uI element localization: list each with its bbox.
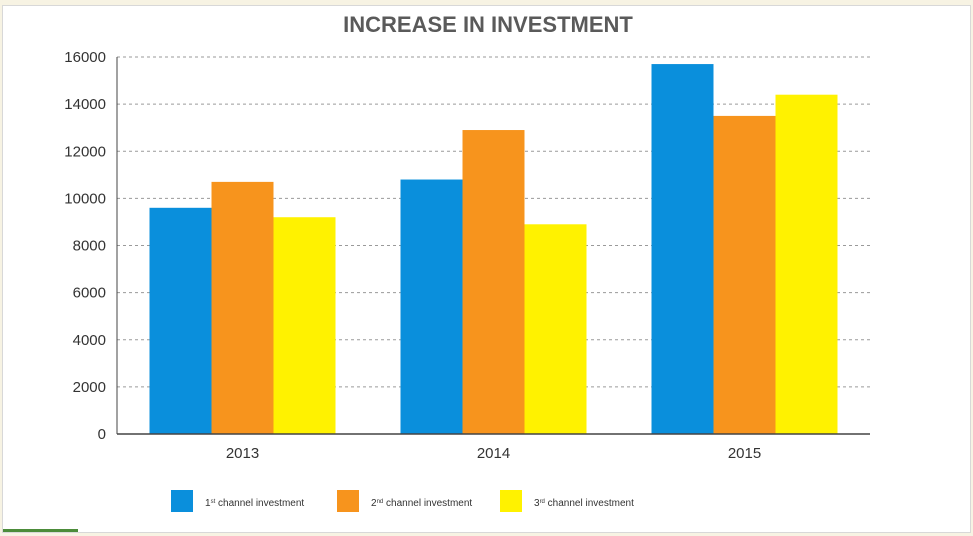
x-tick-label: 2015 bbox=[728, 445, 761, 462]
bar-2015-series-3 bbox=[775, 94, 838, 434]
y-tick-label: 4000 bbox=[73, 332, 106, 349]
corner-accent bbox=[3, 529, 78, 532]
legend-label: 1st channel investment bbox=[205, 498, 304, 509]
x-axis-labels: 2013 2014 2015 bbox=[226, 445, 761, 462]
y-tick-label: 16000 bbox=[64, 49, 106, 66]
y-tick-label: 0 bbox=[98, 426, 106, 443]
legend-swatch bbox=[171, 490, 193, 512]
y-tick-label: 2000 bbox=[73, 379, 106, 396]
chart-title: INCREASE IN INVESTMENT bbox=[343, 12, 633, 37]
y-axis-ticks: 0 2000 4000 6000 8000 10000 12000 14000 16000 bbox=[64, 49, 106, 443]
legend: 1st channel investment 2nd channel invest… bbox=[171, 490, 634, 512]
x-tick-label: 2013 bbox=[226, 445, 259, 462]
bar-2013-series-2 bbox=[211, 181, 274, 434]
legend-swatch bbox=[337, 490, 359, 512]
y-tick-label: 8000 bbox=[73, 238, 106, 255]
bar-2014-series-1 bbox=[400, 179, 463, 434]
y-tick-label: 12000 bbox=[64, 143, 106, 160]
bar-2014-series-2 bbox=[462, 130, 525, 434]
legend-label: 2nd channel investment bbox=[371, 498, 472, 509]
bars bbox=[149, 64, 838, 434]
bar-2013-series-3 bbox=[273, 217, 336, 434]
bar-2013-series-1 bbox=[149, 207, 212, 434]
legend-swatch bbox=[500, 490, 522, 512]
bar-2014-series-3 bbox=[524, 224, 587, 434]
y-tick-label: 14000 bbox=[64, 96, 106, 113]
legend-label: 3rd channel investment bbox=[534, 498, 634, 509]
bar-2015-series-2 bbox=[713, 115, 776, 434]
y-tick-label: 10000 bbox=[64, 190, 106, 207]
bar-2015-series-1 bbox=[651, 64, 714, 434]
y-tick-label: 6000 bbox=[73, 285, 106, 302]
x-tick-label: 2014 bbox=[477, 445, 510, 462]
